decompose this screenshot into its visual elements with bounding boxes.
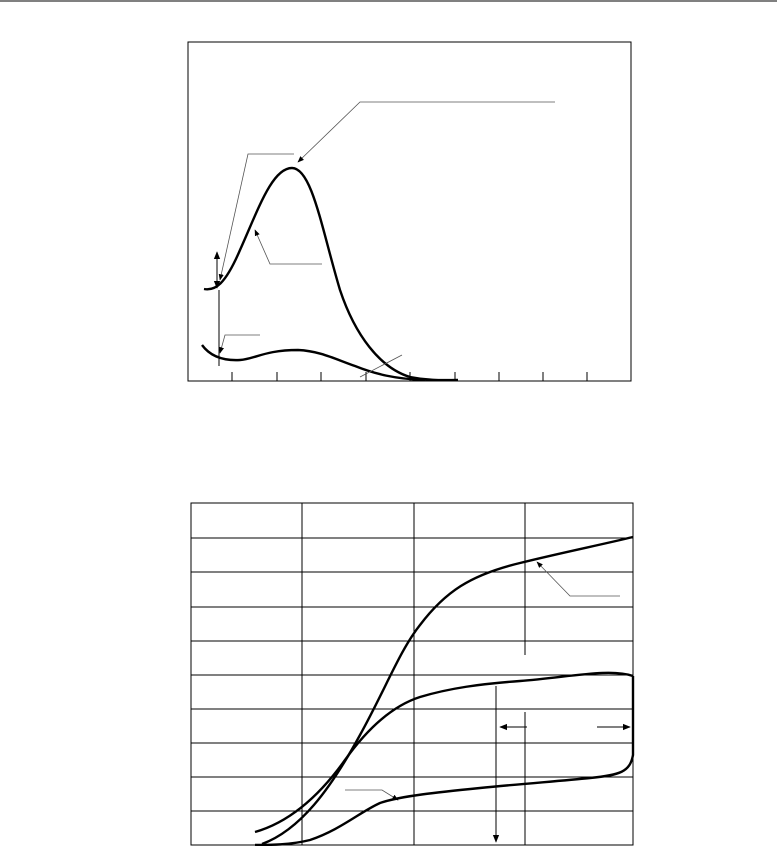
leader [297,101,555,163]
curve-c [254,676,635,846]
leader [536,561,620,597]
curve-a [261,535,634,846]
grid [191,503,633,845]
lower-curve [201,344,426,382]
top-diagram [187,41,632,382]
leader [345,789,399,801]
leader [254,229,322,265]
bottom-diagram [190,502,635,846]
upper-curve [203,166,459,382]
leader [219,334,260,354]
frame [187,41,632,382]
frame [190,502,634,846]
leader [218,153,294,281]
leader [359,354,403,378]
curve-b [254,671,634,834]
